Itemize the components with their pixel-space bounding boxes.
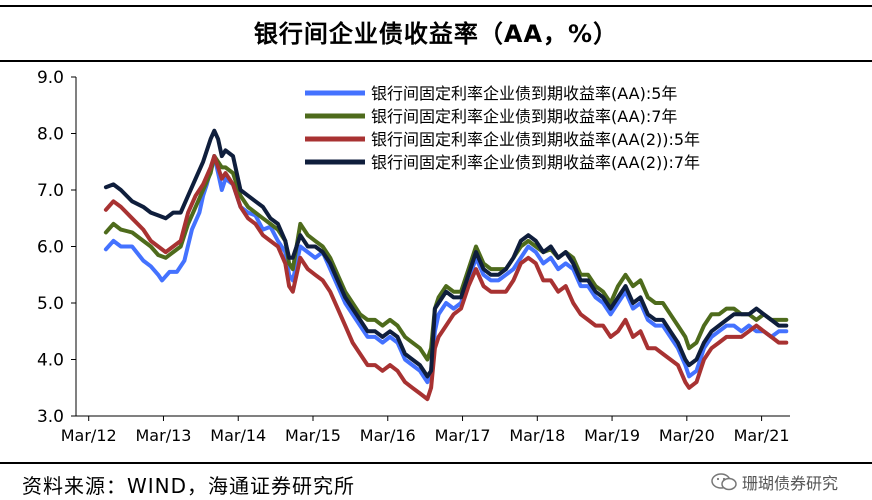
y-tick-label: 8.0 xyxy=(37,125,64,145)
x-tick-label: Mar/14 xyxy=(210,426,266,445)
series-line-4 xyxy=(103,128,789,379)
x-tick-label: Mar/18 xyxy=(509,426,565,445)
x-tick-label: Mar/13 xyxy=(136,426,192,445)
x-tick-label: Mar/19 xyxy=(584,426,640,445)
watermark-text: 珊瑚债券研究 xyxy=(741,474,838,493)
y-tick-label: 3.0 xyxy=(37,407,64,427)
watermark: 珊瑚债券研究 xyxy=(710,470,838,494)
legend-label-1: 银行间固定利率企业债到期收益率(AA):5年 xyxy=(371,84,677,103)
y-tick-label: 7.0 xyxy=(37,181,64,201)
x-tick-label: Mar/20 xyxy=(659,426,715,445)
chart-title: 银行间企业债收益率（AA，%） xyxy=(253,20,619,48)
series-line-3 xyxy=(103,154,789,402)
x-tick-label: Mar/17 xyxy=(435,426,491,445)
y-tick-label: 9.0 xyxy=(37,68,64,88)
top-rule xyxy=(0,5,872,7)
x-tick-label: Mar/21 xyxy=(734,426,790,445)
x-tick-label: Mar/15 xyxy=(285,426,341,445)
legend-label-3: 银行间固定利率企业债到期收益率(AA(2)):5年 xyxy=(371,130,700,149)
wechat-icon xyxy=(711,473,737,491)
x-axis: Mar/12 Mar/13 Mar/14 Mar/15 Mar/16 Mar/17 Mar/… xyxy=(61,415,790,445)
chart: 3.0 4.0 5.0 6.0 7.0 8.0 9.0 Mar/12 Mar/13 Mar/14… xyxy=(37,68,790,445)
series-line-1 xyxy=(103,154,789,385)
y-tick-label: 4.0 xyxy=(37,351,64,371)
legend: 银行间固定利率企业债到期收益率(AA):5年银行间固定利率企业债到期收益率(AA… xyxy=(305,84,700,172)
legend-label-2: 银行间固定利率企业债到期收益率(AA):7年 xyxy=(371,107,677,126)
y-axis: 3.0 4.0 5.0 6.0 7.0 8.0 9.0 xyxy=(37,68,77,427)
x-tick-label: Mar/16 xyxy=(360,426,416,445)
y-tick-label: 6.0 xyxy=(37,238,64,258)
x-tick-label: Mar/12 xyxy=(61,426,117,445)
source-note: 资料来源：WIND，海通证券研究所 xyxy=(22,474,356,498)
footer-rule xyxy=(0,462,872,464)
title-rule xyxy=(0,60,872,62)
series-layer xyxy=(103,128,789,402)
legend-label-4: 银行间固定利率企业债到期收益率(AA(2)):7年 xyxy=(371,153,700,172)
y-tick-label: 5.0 xyxy=(37,294,64,314)
